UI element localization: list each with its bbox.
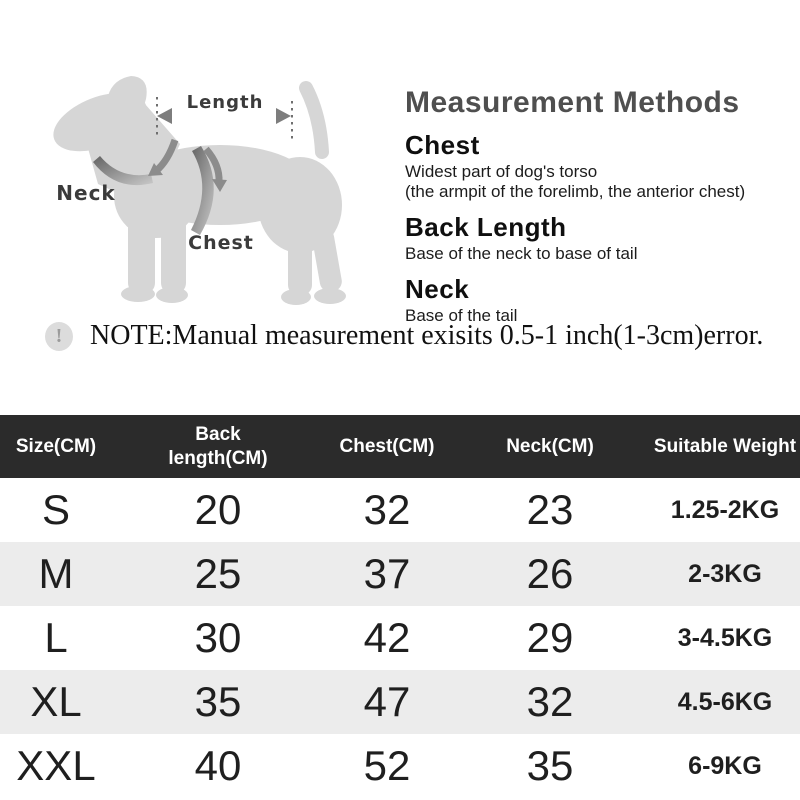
cell-weight: 2-3KG — [688, 559, 762, 588]
cell-chest: 52 — [363, 742, 411, 789]
neck-label: Neck — [56, 181, 115, 205]
cell-weight: 4.5-6KG — [677, 687, 773, 716]
cell-chest: 42 — [363, 614, 411, 661]
table-header-row: Size(CM) Back length(CM) Chest(CM) Neck(… — [0, 415, 800, 478]
cell-chest: 32 — [363, 486, 411, 533]
harness-chest-strap — [191, 146, 214, 235]
dog-measurement-diagram: Length Neck Chest — [53, 76, 346, 305]
dog-tail — [299, 81, 329, 159]
column-header-back-length: Back length(CM) — [112, 415, 324, 478]
cell-weight: 6-9KG — [688, 751, 762, 780]
cell-back-length: 35 — [194, 678, 242, 725]
note-text: NOTE:Manual measurement exisits 0.5-1 in… — [90, 320, 764, 351]
method-description-line: Base of the neck to base of tail — [405, 244, 638, 264]
cell-size: S — [41, 486, 70, 533]
chest-pointer-arrow — [203, 146, 227, 192]
cell-neck: 29 — [526, 614, 574, 661]
table-row: XXL 40 52 35 6-9KG — [0, 734, 800, 798]
size-chart-table: Size(CM) Back length(CM) Chest(CM) Neck(… — [0, 415, 800, 798]
harness-neck-strap — [93, 156, 153, 186]
method-description-line: (the armpit of the forelimb, the anterio… — [405, 182, 746, 202]
cell-weight: 3-4.5KG — [677, 623, 773, 652]
method-item-back-length: Back Length Base of the neck to base of … — [405, 212, 797, 264]
warning-icon: ! — [45, 321, 73, 351]
methods-section: Measurement Methods Chest Widest part of… — [405, 86, 797, 326]
cell-back-length: 20 — [194, 486, 242, 533]
method-description-line: Widest part of dog's torso — [405, 162, 598, 181]
method-item-neck: Neck Base of the tail — [405, 274, 797, 326]
length-label: Length — [187, 92, 264, 113]
table-row: XL 35 47 32 4.5-6KG — [0, 670, 800, 734]
cell-back-length: 25 — [194, 550, 242, 597]
cell-size: M — [38, 550, 74, 597]
cell-neck: 35 — [526, 742, 574, 789]
cell-chest: 37 — [363, 550, 411, 597]
cell-neck: 23 — [526, 486, 574, 533]
column-header-size: Size(CM) — [0, 415, 112, 478]
table-row: L 30 42 29 3-4.5KG — [0, 606, 800, 670]
column-header-chest: Chest(CM) — [324, 415, 450, 478]
method-heading: Back Length — [405, 212, 567, 243]
cell-back-length: 40 — [194, 742, 242, 789]
note: ! NOTE:Manual measurement exisits 0.5-1 … — [45, 320, 763, 352]
column-header-neck: Neck(CM) — [450, 415, 650, 478]
neck-pointer-arrow — [148, 138, 179, 176]
length-arrow — [157, 108, 291, 124]
table-row: M 25 37 26 2-3KG — [0, 542, 800, 606]
cell-weight: 1.25-2KG — [670, 495, 780, 524]
cell-neck: 26 — [526, 550, 574, 597]
method-heading: Neck — [405, 274, 470, 305]
cell-neck: 32 — [526, 678, 574, 725]
cell-chest: 47 — [363, 678, 411, 725]
chest-label: Chest — [188, 232, 254, 254]
method-description-line: Base of the tail — [405, 306, 518, 326]
table-row: S 20 32 23 1.25-2KG — [0, 478, 800, 542]
cell-size: XL — [30, 678, 82, 725]
cell-size: XXL — [16, 742, 96, 789]
cell-size: L — [44, 614, 68, 661]
methods-title: Measurement Methods — [405, 86, 740, 119]
method-heading: Chest — [405, 130, 480, 160]
method-item-chest: Chest Widest part of dog's torso (the ar… — [405, 130, 797, 202]
column-header-weight: Suitable Weight — [650, 415, 800, 478]
cell-back-length: 30 — [194, 614, 242, 661]
